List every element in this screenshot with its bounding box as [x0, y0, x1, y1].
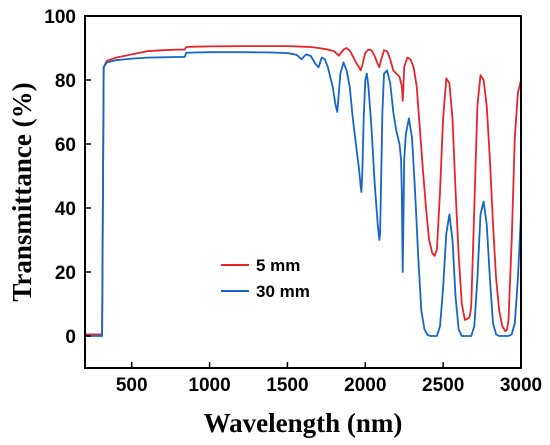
- x-tick-label: 2000: [344, 375, 386, 396]
- y-tick-label: 40: [55, 199, 76, 220]
- legend-label-2: 30 mm: [256, 282, 310, 301]
- x-tick-label: 1000: [188, 375, 230, 396]
- x-tick-label: 2500: [422, 375, 464, 396]
- y-axis-title: Transmittance (%): [7, 82, 37, 301]
- x-tick-label: 3000: [500, 375, 542, 396]
- legend-label-1: 5 mm: [256, 256, 300, 275]
- x-tick-label: 500: [116, 375, 148, 396]
- x-tick-label: 1500: [266, 375, 308, 396]
- series-layer: [85, 45, 521, 337]
- series-line-2: [85, 51, 521, 337]
- y-tick-label: 80: [55, 71, 76, 92]
- y-tick-label: 20: [55, 263, 76, 284]
- plot-frame: [84, 15, 522, 369]
- y-tick-label: 0: [65, 327, 76, 348]
- ticks-layer: 500 1000 1500 2000 2500 3000 0 20 40 60 80 100: [44, 7, 542, 396]
- x-axis-title: Wavelength (nm): [204, 408, 403, 438]
- legend: 5 mm 30 mm: [221, 256, 310, 301]
- y-tick-label: 60: [55, 135, 76, 156]
- y-tick-label: 100: [44, 7, 76, 28]
- series-line-1: [85, 45, 521, 336]
